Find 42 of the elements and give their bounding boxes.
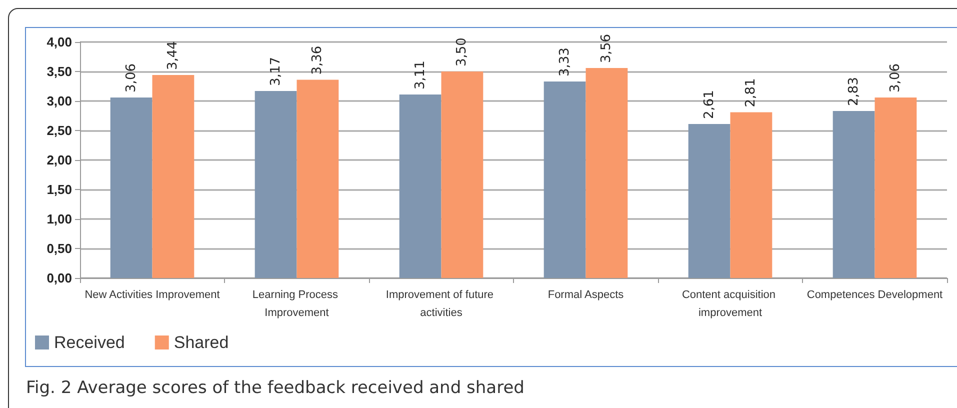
x-tick-label: Improvement of future activities [386, 289, 497, 319]
y-tick-label: 2,50 [46, 123, 72, 138]
data-label: 3,56 [599, 34, 614, 63]
bar [688, 124, 730, 278]
bar [254, 90, 297, 278]
data-label: 3,36 [310, 46, 326, 75]
legend-label: Received [54, 333, 125, 352]
data-label: 3,11 [412, 60, 428, 90]
legend-label: Shared [174, 333, 229, 352]
caption: Fig. 2 Average scores of the feedback received and shared [26, 378, 524, 398]
data-label: 3,33 [557, 48, 572, 77]
data-label: 3,06 [888, 64, 904, 92]
y-tick-label: 3,00 [46, 94, 72, 108]
bar [874, 97, 917, 278]
data-label: 3,06 [124, 64, 139, 92]
y-tick-label: 0,50 [46, 241, 72, 256]
bar [586, 68, 628, 278]
x-tick-label: Formal Aspects [548, 289, 624, 301]
data-label: 2,81 [744, 78, 759, 108]
data-label: 2,61 [702, 90, 717, 120]
bar [110, 97, 152, 278]
y-tick-label: 3,50 [46, 64, 72, 79]
data-label: 3,17 [268, 57, 284, 86]
bar [832, 111, 875, 278]
bar [441, 72, 484, 278]
x-tick-label: Competences Development [806, 289, 943, 301]
data-label: 3,50 [454, 38, 470, 66]
y-tick-label: 4,00 [46, 34, 72, 50]
data-label: 3,44 [166, 41, 181, 70]
y-tick-label: 0,00 [46, 270, 72, 286]
bar [296, 80, 339, 278]
x-tick-label: Content acquisition improvement [682, 289, 779, 319]
y-tick-label: 1,50 [46, 182, 72, 197]
x-tick-label: Learning Process Improvement [252, 289, 342, 319]
bar [399, 94, 442, 278]
y-tick-label: 2,00 [46, 152, 72, 168]
data-label: 2,83 [846, 77, 862, 106]
bar [152, 75, 194, 278]
x-tick-label: New Activities Improvement [84, 289, 220, 301]
bar [544, 82, 586, 278]
y-tick-label: 1,00 [46, 212, 72, 226]
bar [730, 112, 772, 278]
